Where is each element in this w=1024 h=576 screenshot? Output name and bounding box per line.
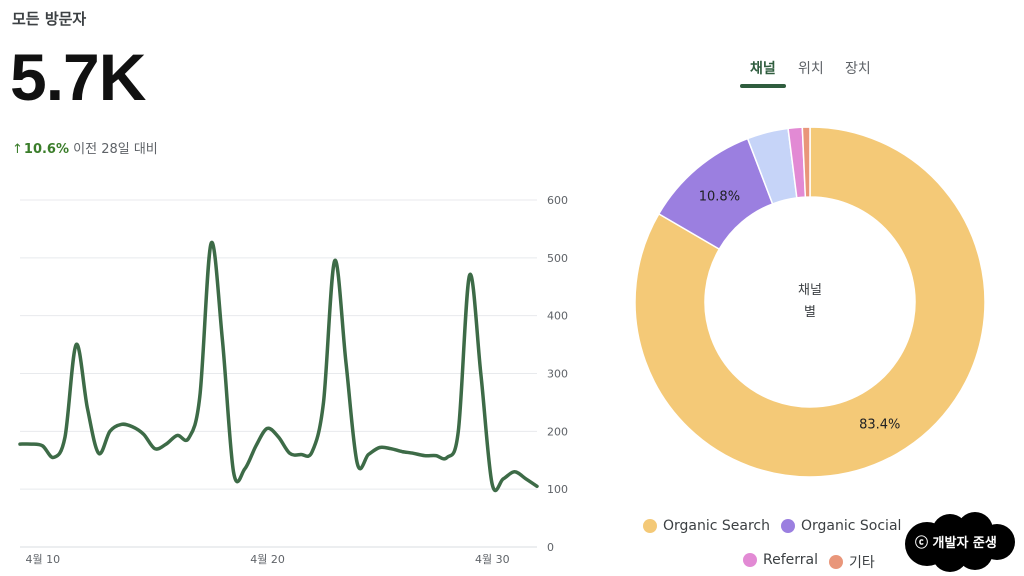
x-tick-label: 4월 20 bbox=[250, 553, 285, 566]
legend-dot-icon bbox=[829, 555, 843, 569]
delta-caption: 이전 28일 대비 bbox=[73, 142, 158, 157]
y-tick-label: 500 bbox=[547, 252, 568, 265]
legend-item[interactable]: Organic Social bbox=[781, 518, 901, 534]
slice-percent-label: 10.8% bbox=[699, 189, 740, 204]
watermark-badge bbox=[905, 512, 1015, 572]
legend-item[interactable]: 기타 bbox=[829, 552, 875, 572]
legend-dot-icon bbox=[643, 519, 657, 533]
delta-row: ↑10.6% 이전 28일 대비 bbox=[12, 138, 158, 157]
y-tick-label: 200 bbox=[547, 425, 568, 438]
visitors-series-line bbox=[18, 240, 539, 493]
active-tab-indicator bbox=[740, 84, 786, 88]
donut-slice[interactable] bbox=[634, 126, 986, 478]
legend-label: Organic Search bbox=[663, 518, 771, 534]
y-tick-label: 300 bbox=[547, 368, 568, 381]
legend-label: Referral bbox=[763, 552, 818, 568]
y-tick-label: 0 bbox=[547, 541, 554, 554]
total-visitors-value: 5.7K bbox=[10, 40, 146, 114]
legend-label: 기타 bbox=[849, 555, 875, 571]
metric-title: 모든 방문자 bbox=[12, 10, 87, 28]
arrow-up-icon: ↑ bbox=[12, 142, 23, 157]
tab-device[interactable]: 장치 bbox=[845, 61, 871, 77]
x-tick-label: 4월 30 bbox=[475, 553, 510, 566]
y-tick-label: 400 bbox=[547, 310, 568, 323]
delta-percent: 10.6% bbox=[23, 142, 70, 157]
slice-percent-label: 83.4% bbox=[859, 417, 900, 432]
legend-item[interactable]: Organic Search bbox=[643, 518, 770, 534]
y-tick-label: 100 bbox=[547, 483, 568, 496]
x-tick-label: 4월 10 bbox=[25, 553, 60, 566]
legend-dot-icon bbox=[743, 553, 757, 567]
y-tick-label: 600 bbox=[547, 194, 568, 207]
donut-slice[interactable] bbox=[801, 126, 811, 198]
tab-channel[interactable]: 채널 bbox=[750, 61, 776, 77]
donut-center-label: 별 bbox=[804, 305, 816, 320]
watermark: ⓒ 개발자 준생 bbox=[905, 512, 1015, 572]
watermark-text: ⓒ 개발자 준생 bbox=[915, 536, 997, 551]
channel-donut-chart: 83.4% 10.8% 채널별 bbox=[634, 126, 986, 478]
legend-item[interactable]: Referral bbox=[743, 552, 818, 568]
tab-location[interactable]: 위치 bbox=[798, 61, 824, 77]
visitors-line-chart: 0 100 200 300 400 500 600 4월 10 4월 20 4월 30 bbox=[18, 194, 568, 566]
legend-label: Organic Social bbox=[801, 518, 902, 534]
legend-dot-icon bbox=[781, 519, 795, 533]
donut-center-label: 채널 bbox=[798, 283, 822, 298]
